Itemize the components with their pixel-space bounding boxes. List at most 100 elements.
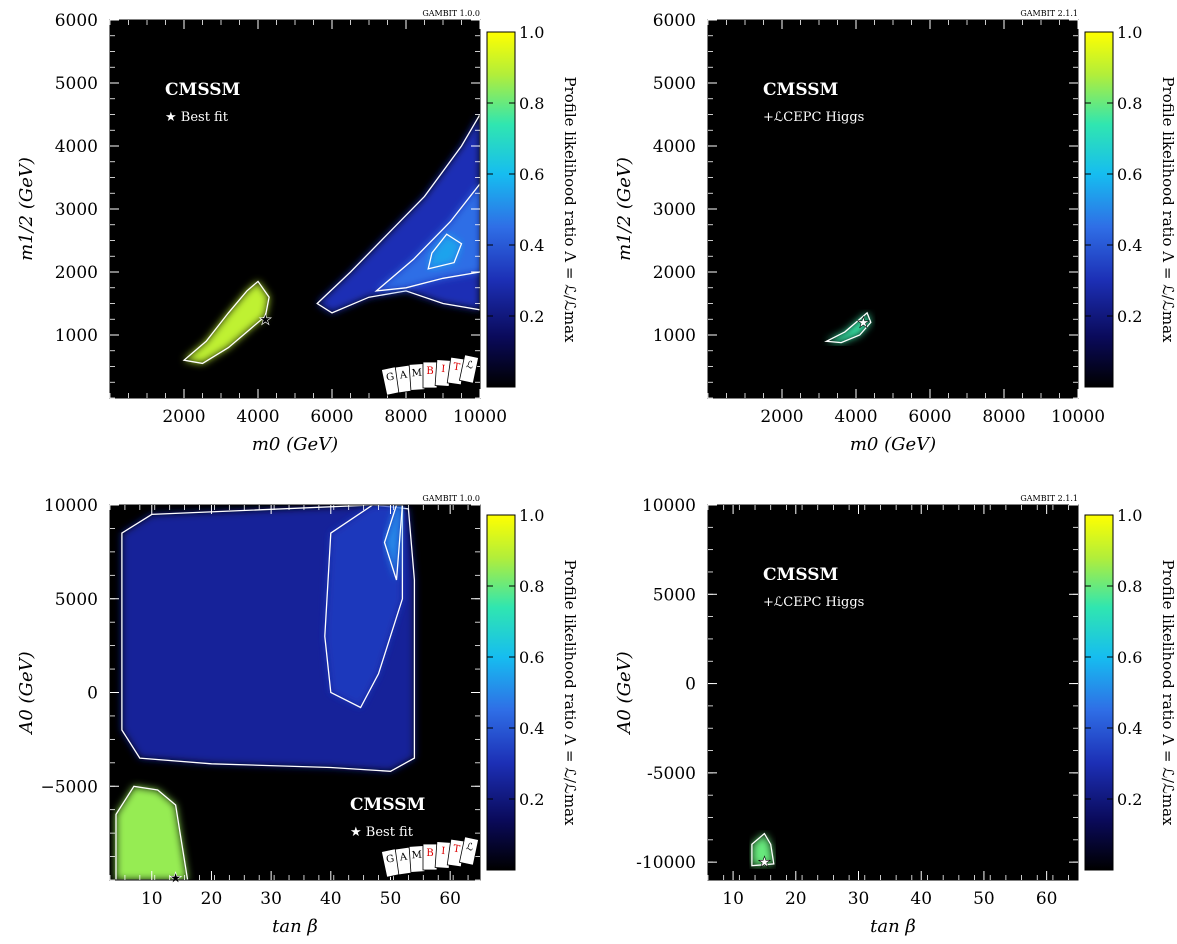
y-tick-label: -5000 [647,764,696,784]
contour-allowed-island [824,311,872,344]
logo-card-letter: M [411,368,422,380]
x-axis-title: tan β [272,916,318,937]
x-tick-label: 4000 [236,407,279,427]
colorbar-tick-label: 0.2 [519,307,544,326]
colorbar-label: Profile likelihood ratio Λ = ℒ/ℒmax [561,560,579,826]
y-tick-label: 5000 [653,74,696,94]
colorbar-tick-label: 0.4 [519,236,544,255]
colorbar [1084,31,1114,388]
x-axis-title: m0 (GeV) [850,434,936,455]
x-tick-label: 40 [320,889,342,909]
y-tick-label: 5000 [55,590,98,610]
colorbar-tick-label: 0.2 [1117,307,1142,326]
colorbar-label: Profile likelihood ratio Λ = ℒ/ℒmax [1159,77,1177,343]
x-tick-label: 50 [973,889,995,909]
y-tick-label: 5000 [653,585,696,605]
region-low-tan-beta-island [116,786,188,880]
best-fit-star: ★ [259,310,272,328]
contour-low-tan-beta-island [115,785,189,880]
annotation-note: +ℒCEPC Higgs [763,110,864,125]
contour-broad-region [121,505,416,772]
x-tick-label: 2000 [162,407,205,427]
likelihood-regions [115,505,416,880]
colorbar-tick-label: 1.0 [1117,506,1142,525]
y-tick-label: 0 [87,684,98,704]
logo-card-letter: ℒ [465,841,474,853]
logo-card-letter: A [398,369,408,381]
contour-hot-spot [427,233,463,270]
logo-card [458,354,480,384]
logo-card-letter: ℒ [465,359,474,371]
colorbar-label: Profile likelihood ratio Λ = ℒ/ℒmax [1159,560,1177,826]
y-tick-label: 3000 [55,200,98,220]
x-tick-label: 2000 [760,407,803,427]
x-tick-label: 40 [910,889,932,909]
y-tick-label: 4000 [653,137,696,157]
annotation-note: ★ Best fit [350,825,414,840]
x-tick-label: 4000 [834,407,877,427]
contour-allowed-island [751,832,775,867]
model-label: CMSSM [350,795,426,815]
x-tick-label: 60 [439,889,461,909]
likelihood-regions [751,832,775,867]
colorbar-tick-label: 0.8 [1117,94,1142,113]
colorbar-tick-label: 1.0 [1117,23,1142,42]
x-tick-label: 10 [722,889,744,909]
logo-card-letter: T [452,844,460,856]
y-tick-label: 2000 [653,263,696,283]
plot-area [708,20,1078,398]
x-tick-label: 10000 [453,407,507,427]
colorbar-tick-label: 0.6 [1117,165,1142,184]
colorbar-tick-label: 0.6 [519,648,544,667]
x-tick-label: 10 [141,889,163,909]
logo-card [458,836,480,866]
logo-card-letter: M [411,850,422,862]
y-tick-label: 4000 [55,137,98,157]
y-tick-label: -10000 [636,853,696,873]
colorbar-label: Profile likelihood ratio Λ = ℒ/ℒmax [561,77,579,343]
best-fit-star: ★ [857,313,870,331]
colorbar [486,514,516,871]
gambit-version-label: GAMBIT 1.0.0 [422,494,480,503]
colorbar-tick-label: 0.8 [519,94,544,113]
colorbar-tick-label: 1.0 [519,506,544,525]
colorbar-tick-label: 0.8 [519,577,544,596]
y-axis-title: m1/2 (GeV) [614,157,635,261]
logo-card-letter: B [426,366,433,377]
contour-focus-point-core [374,182,480,292]
x-tick-label: 10000 [1051,407,1105,427]
annotation-note: +ℒCEPC Higgs [763,595,864,610]
logo-card-letter: I [441,846,446,857]
y-tick-label: −5000 [40,777,98,797]
chart-panel-1: ★ 2000 4000 6000 8000 10000 1000 2000 3000 4000 50… [16,9,579,455]
logo-card-letter: B [426,848,433,859]
colorbar-tick-label: 1.0 [519,23,544,42]
contour-strip [383,505,404,581]
x-tick-label: 60 [1036,889,1058,909]
logo-card-letter: T [452,362,460,374]
plot-frame [707,504,1079,881]
x-axis-title: m0 (GeV) [252,434,338,455]
y-tick-label: 6000 [653,11,696,31]
y-axis-title: A0 (GeV) [16,651,37,735]
contour-inner-region [324,505,404,709]
x-tick-label: 6000 [310,407,353,427]
x-tick-label: 8000 [384,407,427,427]
region-allowed-island [826,312,871,343]
likelihood-regions [182,113,480,365]
y-tick-label: 3000 [653,200,696,220]
x-tick-label: 30 [848,889,870,909]
y-tick-label: 10000 [642,496,696,516]
model-label: CMSSM [165,80,241,100]
colorbar-tick-label: 0.8 [1117,577,1142,596]
likelihood-regions [824,311,872,344]
region-inner-region [324,505,403,708]
region-allowed-island [751,833,774,866]
y-axis-title: A0 (GeV) [614,651,635,735]
y-tick-label: 0 [685,675,696,695]
gambit-version-label: GAMBIT 2.1.1 [1020,494,1078,503]
x-tick-label: 50 [380,889,402,909]
x-tick-label: 20 [785,889,807,909]
